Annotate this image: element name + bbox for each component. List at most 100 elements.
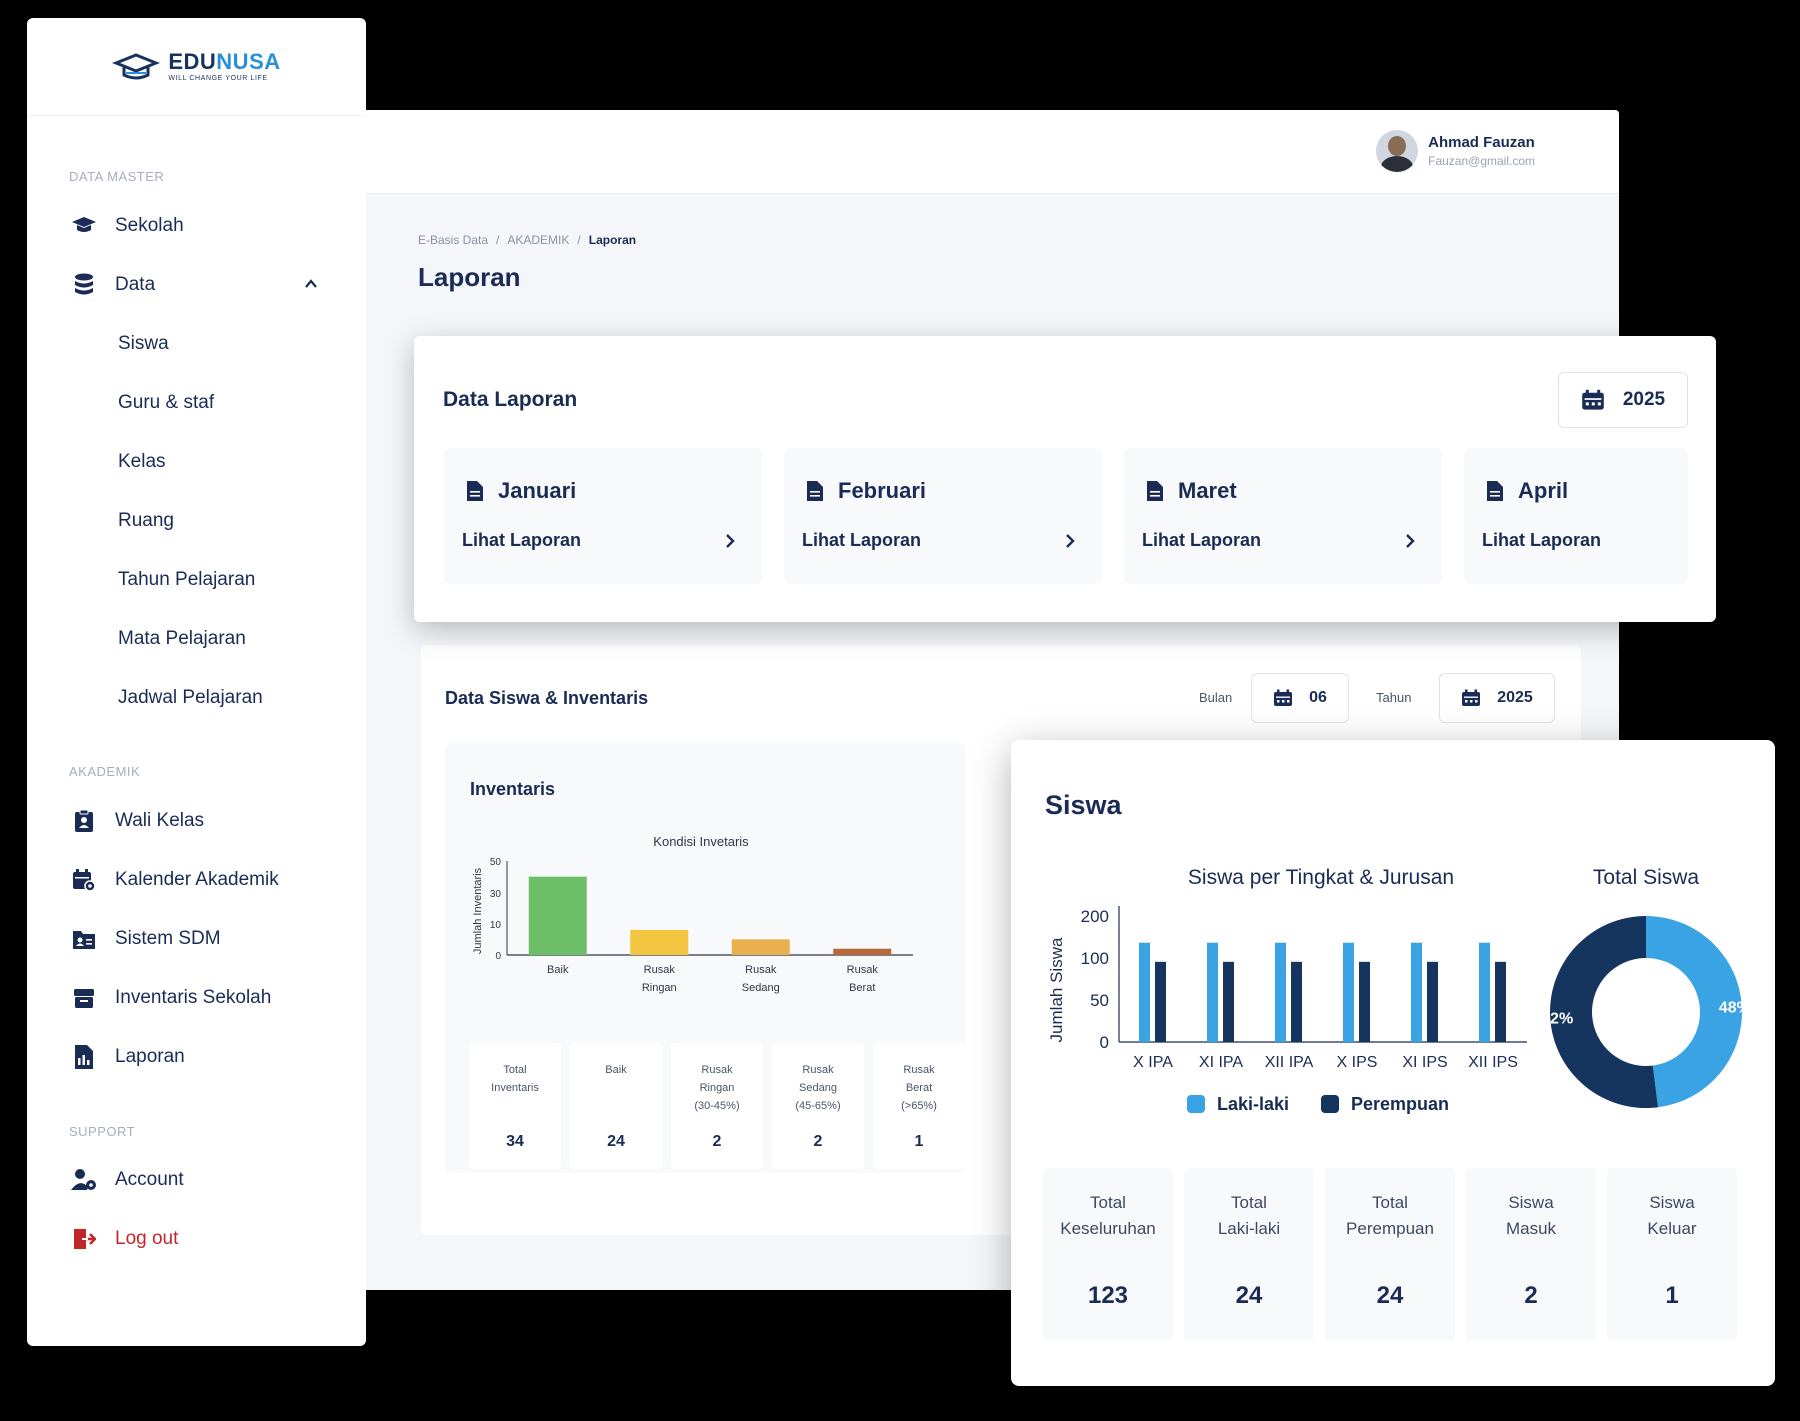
donut-label: 48% <box>1719 999 1751 1016</box>
sidebar-item-mata-pelajaran[interactable]: Mata Pelajaran <box>118 628 246 649</box>
document-icon <box>807 481 823 501</box>
x-tick-label: Ringan <box>642 982 677 994</box>
breadcrumb-separator: / <box>496 233 500 247</box>
siswa-charts: Siswa per Tingkat & Jurusan Jumlah Siswa 0… <box>1047 866 1751 1114</box>
bar-perempuan <box>1223 961 1234 1042</box>
month-name: Januari <box>498 478 577 503</box>
sidebar-item-account[interactable]: Account <box>27 1160 366 1200</box>
lihat-laporan-link[interactable]: Lihat Laporan <box>462 530 582 550</box>
sidebar-item-logout[interactable]: Log out <box>27 1219 366 1259</box>
siswa-stat-total: Total Keseluruhan 123 <box>1043 1168 1173 1340</box>
bar-laki-laki <box>1411 942 1422 1042</box>
chevron-right-icon[interactable] <box>724 532 736 550</box>
sidebar-item-laporan[interactable]: Laporan <box>27 1037 366 1077</box>
siswa-stat-laki-laki: Total Laki-laki 24 <box>1184 1168 1314 1340</box>
chart-title: Total Siswa <box>1593 866 1700 889</box>
inv-stat-rusak-ringan: Rusak Ringan (30-45%) 2 <box>671 1043 763 1169</box>
dsi-title: Data Siswa & Inventaris <box>445 688 649 708</box>
breadcrumb-akademik[interactable]: AKADEMIK <box>507 233 570 247</box>
x-tick-label: Rusak <box>745 964 777 976</box>
bar-laki-laki <box>1275 942 1286 1042</box>
id-folder-icon <box>71 926 97 952</box>
user-email: Fauzan@gmail.com <box>1428 154 1535 168</box>
y-tick-label: 50 <box>490 857 502 868</box>
user-gear-icon <box>71 1167 97 1193</box>
section-support: SUPPORT <box>69 1124 136 1139</box>
sidebar-item-data[interactable]: Data <box>27 265 366 305</box>
laporan-title: Data Laporan <box>443 388 578 411</box>
x-tick-label: XI IPA <box>1199 1054 1243 1071</box>
y-tick-label: 100 <box>1081 949 1109 968</box>
x-tick-label: Berat <box>849 982 875 994</box>
calendar-icon <box>1582 389 1604 410</box>
legend-label: Perempuan <box>1351 1094 1449 1114</box>
sidebar-item-sistem-sdm[interactable]: Sistem SDM <box>27 919 366 959</box>
year-picker[interactable]: 2025 <box>1558 372 1688 428</box>
month-card-februari[interactable]: Februari Lihat Laporan <box>784 448 1102 584</box>
month-name: Februari <box>838 478 927 503</box>
calendar-icon <box>1274 689 1293 706</box>
bar-perempuan <box>1495 961 1506 1042</box>
user-profile[interactable]: Ahmad Fauzan Fauzan@gmail.com <box>1376 130 1535 172</box>
sidebar-item-jadwal-pelajaran[interactable]: Jadwal Pelajaran <box>118 687 263 708</box>
lihat-laporan-link[interactable]: Lihat Laporan <box>802 530 922 550</box>
bar-perempuan <box>1291 961 1302 1042</box>
sidebar-item-tahun-pelajaran[interactable]: Tahun Pelajaran <box>118 569 256 590</box>
page-title: Laporan <box>418 262 521 292</box>
section-data-master: DATA MASTER <box>69 169 165 184</box>
inv-stat-total: Total Inventaris 34 <box>469 1043 561 1169</box>
siswa-card: Siswa Siswa per Tingkat & Jurusan Jumlah … <box>1011 740 1775 1386</box>
bar <box>528 876 587 955</box>
x-tick-label: XII IPA <box>1265 1054 1314 1071</box>
logout-icon <box>71 1226 97 1252</box>
month-card-januari[interactable]: Januari Lihat Laporan <box>444 448 762 584</box>
siswa-stat-masuk: Siswa Masuk 2 <box>1466 1168 1596 1340</box>
sidebar-item-siswa[interactable]: Siswa <box>118 333 169 354</box>
sidebar-item-ruang[interactable]: Ruang <box>118 510 174 531</box>
inventaris-title: Inventaris <box>470 779 556 799</box>
breadcrumb-basis-data[interactable]: E-Basis Data <box>418 233 489 247</box>
month-card-april[interactable]: April Lihat Laporan <box>1464 448 1688 584</box>
year-value: 2025 <box>1622 389 1666 410</box>
tahun-label: Tahun <box>1376 690 1412 705</box>
chevron-right-icon[interactable] <box>1404 532 1416 550</box>
y-tick-label: 0 <box>1100 1033 1109 1052</box>
x-tick-label: Baik <box>547 964 569 976</box>
calendar-gear-icon <box>71 867 97 893</box>
x-tick-label: Rusak <box>644 964 676 976</box>
brand-tagline: WILL CHANGE YOUR LIFE <box>168 75 268 82</box>
graduation-cap-icon <box>71 213 97 239</box>
bulan-picker[interactable]: 06 <box>1251 673 1349 723</box>
siswa-stat-keluar: Siswa Keluar 1 <box>1607 1168 1737 1340</box>
donut-slice <box>1646 916 1742 1108</box>
tahun-picker[interactable]: 2025 <box>1439 673 1555 723</box>
y-tick-label: 50 <box>1090 991 1109 1010</box>
sidebar-item-wali-kelas[interactable]: Wali Kelas <box>27 801 366 841</box>
sidebar-item-inventaris-sekolah[interactable]: Inventaris Sekolah <box>27 978 366 1018</box>
month-card-maret[interactable]: Maret Lihat Laporan <box>1124 448 1442 584</box>
lihat-laporan-link[interactable]: Lihat Laporan <box>1142 530 1262 550</box>
chevron-up-icon[interactable] <box>304 277 318 291</box>
inv-stat-rusak-berat: Rusak Berat (>65%) 1 <box>873 1043 965 1169</box>
sidebar-item-kalender-akademik[interactable]: Kalender Akademik <box>27 860 366 900</box>
x-tick-label: XII IPS <box>1468 1054 1518 1071</box>
logo[interactable]: EDUNUSA WILL CHANGE YOUR LIFE <box>27 18 366 116</box>
x-tick-label: XI IPS <box>1402 1054 1447 1071</box>
chevron-right-icon[interactable] <box>1064 532 1076 550</box>
lihat-laporan-link[interactable]: Lihat Laporan <box>1482 530 1602 550</box>
graduation-cap-logo-icon <box>112 52 161 79</box>
bar <box>630 929 689 955</box>
inv-stat-rusak-sedang: Rusak Sedang (45-65%) 2 <box>772 1043 864 1169</box>
bar-perempuan <box>1427 961 1438 1042</box>
sidebar-item-sekolah[interactable]: Sekolah <box>27 206 366 246</box>
section-akademik: AKADEMIK <box>69 764 141 779</box>
y-axis-label: Jumlah Siswa <box>1047 937 1066 1042</box>
inventaris-chart: Kondisi Invetaris Jumlah Inventaris 0 10 30 5… <box>472 834 913 994</box>
y-axis-label: Jumlah Inventaris <box>472 867 484 954</box>
sidebar-item-guru-staf[interactable]: Guru & staf <box>118 392 215 413</box>
bar-perempuan <box>1359 961 1370 1042</box>
data-laporan-card: Data Laporan 2025 Januari Lihat Laporan … <box>414 336 1716 622</box>
document-icon <box>467 481 483 501</box>
topbar: Ahmad Fauzan Fauzan@gmail.com <box>366 110 1619 194</box>
sidebar-item-kelas[interactable]: Kelas <box>118 451 166 472</box>
